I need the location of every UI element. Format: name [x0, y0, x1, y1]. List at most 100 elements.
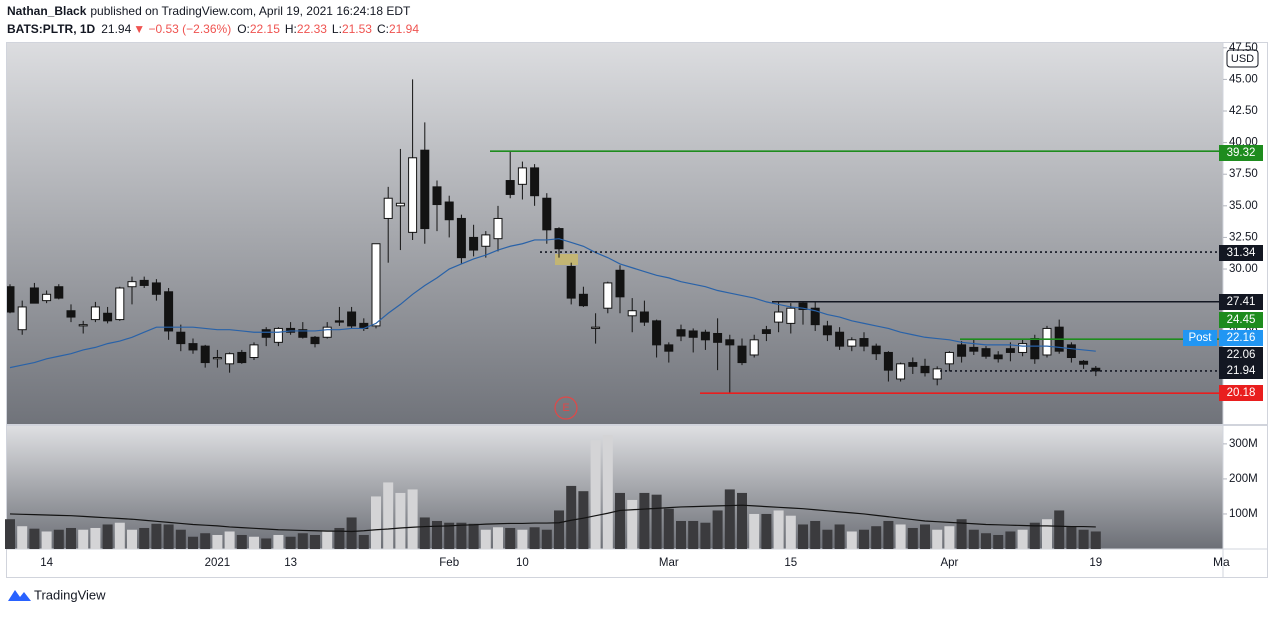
price-label: 27.41: [1227, 296, 1256, 308]
candle-body: [1030, 338, 1040, 360]
volume-bar: [590, 440, 601, 549]
volume-bar: [1090, 531, 1101, 549]
volume-bar: [1017, 529, 1028, 549]
candle-body: [822, 325, 832, 336]
candle-body: [798, 302, 808, 310]
volume-bar: [834, 524, 845, 549]
price-label: 31.34: [1227, 247, 1256, 259]
candle-body: [627, 310, 637, 317]
candle-body: [115, 287, 125, 321]
volume-bar: [981, 533, 991, 549]
candle-body: [7, 286, 15, 313]
q-label: C:: [377, 22, 389, 36]
volume-bar: [163, 524, 174, 549]
candle-body: [456, 217, 466, 259]
candle-body: [896, 363, 906, 380]
y-tick-label: 32.50: [1229, 231, 1258, 243]
candle-body: [505, 180, 515, 195]
y-tick-label: 37.50: [1229, 168, 1258, 180]
candle-body: [164, 291, 174, 332]
price-label-box: [1219, 363, 1263, 379]
price-label-box: [1219, 245, 1263, 261]
volume-bar: [761, 513, 772, 549]
volume-bar: [334, 527, 345, 549]
candle-body: [1066, 344, 1076, 359]
currency-box: [1226, 49, 1259, 68]
volume-bar: [968, 529, 979, 549]
volume-bar: [139, 527, 150, 549]
last: 21.94: [101, 22, 131, 36]
candle-body: [993, 354, 1003, 360]
candle-body: [749, 339, 759, 356]
volume-bar: [907, 527, 918, 549]
volume-bar: [871, 526, 882, 549]
candle-body: [383, 197, 393, 219]
candle-body: [700, 331, 710, 341]
candle-body: [713, 332, 723, 343]
x-tick-label: 14: [40, 557, 53, 569]
volume-bar: [932, 529, 943, 549]
candle-body: [225, 353, 235, 365]
volume-bar: [541, 529, 552, 549]
logo: [8, 590, 31, 601]
volume-bar: [468, 523, 479, 549]
candle-body: [310, 336, 320, 345]
candle-body: [139, 279, 149, 286]
candle-body: [1005, 348, 1015, 353]
q-value: 22.15: [250, 22, 280, 36]
volume-bar: [822, 529, 833, 549]
x-tick-label: Ma: [1213, 555, 1230, 569]
price-label-box: [1219, 330, 1263, 346]
price-label: 22.06: [1227, 349, 1256, 361]
x-tick-label: Mar: [659, 557, 679, 569]
volume-bar: [419, 517, 430, 549]
candle-body: [371, 243, 381, 327]
candle-body: [78, 324, 88, 327]
volume-bar: [102, 524, 113, 549]
candle-body: [286, 327, 296, 333]
highlight-box: [555, 254, 578, 265]
volume-bar: [188, 536, 198, 549]
volume-bar: [944, 526, 955, 549]
candle-body: [957, 344, 967, 357]
candle-body: [615, 269, 625, 298]
volume-bar: [78, 529, 89, 549]
candle-body: [42, 293, 52, 302]
candle-body: [883, 351, 893, 371]
candle-body: [395, 202, 405, 207]
price-label: 21.94: [1227, 365, 1256, 377]
volume-bar: [993, 534, 1004, 549]
candle-body: [603, 282, 613, 309]
volume-bar: [395, 492, 406, 549]
volume-bar: [700, 522, 711, 549]
x-tick-label: Feb: [439, 557, 459, 569]
volume-bar: [383, 482, 394, 549]
candle-body: [322, 326, 332, 338]
volume-bar: [249, 536, 259, 549]
y-tick-label: 30.00: [1229, 263, 1258, 275]
volume-bar: [151, 523, 162, 549]
volume-bar: [712, 510, 723, 549]
volume-bar: [1066, 526, 1077, 549]
volume-bar: [566, 485, 577, 549]
candle-body: [652, 320, 662, 346]
candle-body: [90, 306, 100, 321]
price-label: 24.45: [1227, 314, 1256, 326]
volume-bar: [493, 527, 503, 549]
volume-bar: [90, 527, 101, 549]
q-label: O:: [237, 22, 250, 36]
volume-bar: [846, 531, 857, 549]
volume-bar: [127, 529, 137, 549]
candle-body: [188, 343, 198, 351]
x-tick-label: 10: [516, 557, 529, 569]
candle-body: [847, 339, 857, 347]
volume-bar: [956, 519, 967, 549]
symbol: BATS:PLTR, 1D: [7, 22, 96, 36]
tag-label: Post: [1188, 332, 1212, 344]
quote-line: BATS:PLTR, 1D 21.94 ▼ −0.53 (−2.36%) O:22.1…: [7, 22, 419, 36]
candle-body: [932, 368, 942, 380]
candle-body: [944, 351, 954, 365]
volume-bar: [920, 524, 930, 549]
volume-bar: [639, 492, 650, 549]
